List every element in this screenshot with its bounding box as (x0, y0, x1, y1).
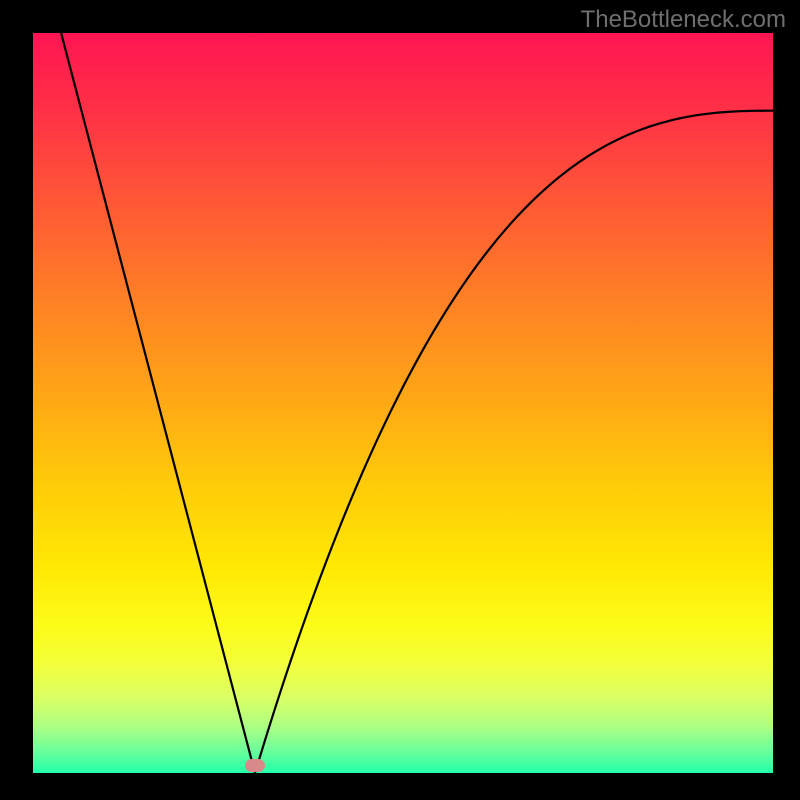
minimum-marker (245, 759, 265, 772)
bottleneck-curve-layer (0, 0, 800, 800)
watermark-text: TheBottleneck.com (581, 6, 786, 34)
bottleneck-curve (61, 33, 773, 773)
chart-frame: TheBottleneck.com (0, 0, 800, 800)
